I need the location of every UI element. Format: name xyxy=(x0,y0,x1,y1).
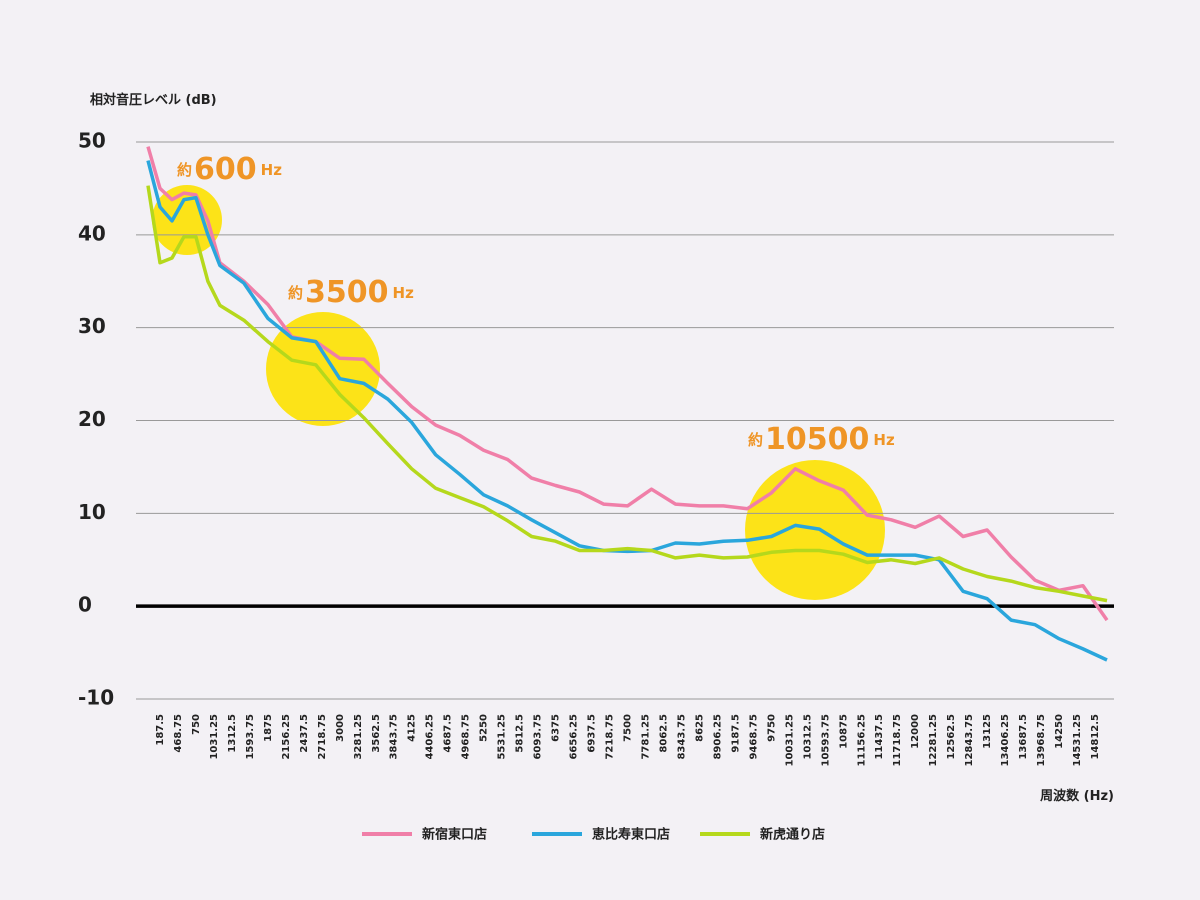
y-tick-label: 30 xyxy=(78,314,106,338)
x-tick-label: 3281.25 xyxy=(353,714,364,760)
x-tick-label: 8625 xyxy=(694,714,705,742)
annotation-prefix: 約 xyxy=(288,284,303,302)
x-tick-label: 13125 xyxy=(982,714,993,749)
x-tick-label: 3843.75 xyxy=(389,714,400,760)
annotation-value: 3500 xyxy=(305,275,389,310)
x-tick-label: 14531.25 xyxy=(1072,714,1083,767)
annotation: 約10500 Hz xyxy=(748,422,895,457)
series-line xyxy=(146,146,1109,622)
annotation: 約600 Hz xyxy=(177,152,282,187)
x-tick-label: 4687.5 xyxy=(443,714,454,753)
x-tick-label: 8062.5 xyxy=(658,714,669,753)
y-tick-label: 0 xyxy=(78,593,92,617)
x-tick-label: 8343.75 xyxy=(676,714,687,760)
y-tick-label: 20 xyxy=(78,407,106,431)
x-tick-label: 14812.5 xyxy=(1090,714,1101,760)
x-tick-label: 10031.25 xyxy=(784,714,795,767)
x-tick-label: 12562.5 xyxy=(946,714,957,760)
y-tick-label: -10 xyxy=(78,686,114,710)
x-tick-label: 6093.75 xyxy=(533,714,544,760)
x-tick-label: 1031.25 xyxy=(209,714,220,760)
x-tick-label: 10875 xyxy=(838,714,849,749)
y-axis-label: 相対音圧レベル (dB) xyxy=(90,92,217,108)
x-tick-label: 9750 xyxy=(766,714,777,742)
x-tick-label: 13687.5 xyxy=(1018,714,1029,760)
y-tick-label: 50 xyxy=(78,129,106,153)
x-tick-label: 4406.25 xyxy=(425,714,436,760)
x-tick-label: 2156.25 xyxy=(281,714,292,760)
x-tick-label: 750 xyxy=(191,714,202,735)
x-tick-label: 1593.75 xyxy=(245,714,256,760)
x-tick-label: 11718.75 xyxy=(892,714,903,767)
annotation: 約3500 Hz xyxy=(288,275,414,310)
x-tick-label: 12843.75 xyxy=(964,714,975,767)
x-tick-label: 5812.5 xyxy=(515,714,526,753)
x-tick-label: 11156.25 xyxy=(856,714,867,767)
x-tick-label: 7218.75 xyxy=(605,714,616,760)
series-line xyxy=(146,185,1108,603)
x-tick-label: 3000 xyxy=(335,714,346,742)
annotation-value: 10500 xyxy=(765,422,869,457)
x-tick-label: 4125 xyxy=(407,714,418,742)
x-tick-label: 5250 xyxy=(479,714,490,742)
x-tick-label: 1312.5 xyxy=(227,714,238,753)
x-tick-label: 187.5 xyxy=(155,714,166,746)
legend-label: 恵比寿東口店 xyxy=(592,827,670,843)
x-axis-label: 周波数 (Hz) xyxy=(1040,788,1114,804)
x-tick-label: 9468.75 xyxy=(748,714,759,760)
x-tick-label: 14250 xyxy=(1054,714,1065,749)
annotation-unit: Hz xyxy=(393,284,415,302)
legend-label: 新宿東口店 xyxy=(422,827,487,843)
x-tick-label: 6656.25 xyxy=(569,714,580,760)
annotation-value: 600 xyxy=(194,152,257,187)
x-tick-label: 1875 xyxy=(263,714,274,742)
x-tick-label: 13406.25 xyxy=(1000,714,1011,767)
x-tick-label: 11437.5 xyxy=(874,714,885,760)
x-tick-label: 10312.5 xyxy=(802,714,813,760)
x-tick-label: 12281.25 xyxy=(928,714,939,767)
x-tick-label: 3562.5 xyxy=(371,714,382,753)
x-tick-label: 468.75 xyxy=(173,714,184,753)
highlight-circle xyxy=(266,312,380,426)
x-tick-label: 7781.25 xyxy=(640,714,651,760)
y-tick-label: 40 xyxy=(78,221,106,245)
x-tick-label: 6937.5 xyxy=(587,714,598,753)
x-tick-label: 8906.25 xyxy=(712,714,723,760)
legend-label: 新虎通り店 xyxy=(760,827,825,843)
x-tick-label: 12000 xyxy=(910,714,921,749)
x-tick-label: 6375 xyxy=(551,714,562,742)
x-tick-label: 7500 xyxy=(623,714,634,742)
x-tick-label: 4968.75 xyxy=(461,714,472,760)
x-tick-label: 2718.75 xyxy=(317,714,328,760)
x-tick-label: 9187.5 xyxy=(730,714,741,753)
x-tick-label: 2437.5 xyxy=(299,714,310,753)
annotation-prefix: 約 xyxy=(748,431,763,449)
x-tick-label: 5531.25 xyxy=(497,714,508,760)
x-tick-label: 13968.75 xyxy=(1036,714,1047,767)
y-tick-label: 10 xyxy=(78,500,106,524)
annotation-prefix: 約 xyxy=(177,161,192,179)
x-tick-label: 10593.75 xyxy=(820,714,831,767)
annotation-unit: Hz xyxy=(873,431,895,449)
highlight-circle xyxy=(152,185,222,255)
annotation-unit: Hz xyxy=(261,161,283,179)
